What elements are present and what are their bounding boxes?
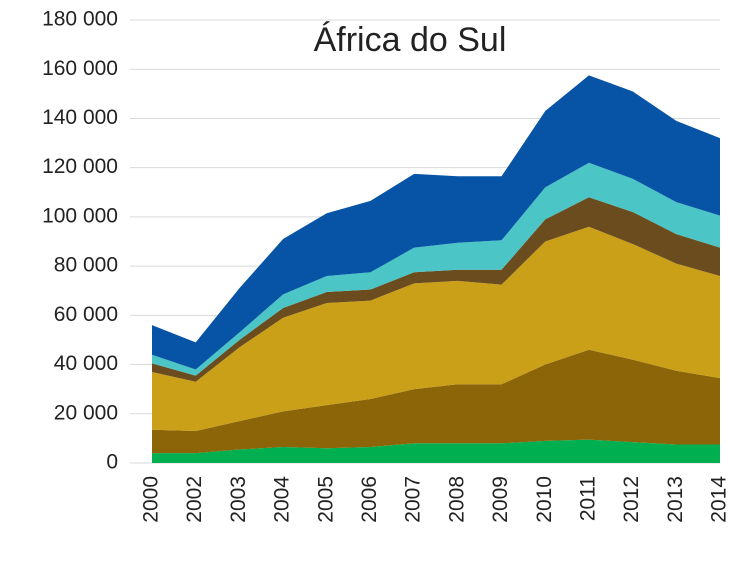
y-tick-label: 40 000 [54,352,118,375]
x-tick-label: 2007 [402,476,425,523]
y-tick-label: 80 000 [54,254,118,277]
y-tick-label: 100 000 [42,204,118,227]
x-tick-label: 2009 [489,476,512,523]
y-tick-label: 180 000 [42,8,118,31]
y-tick-label: 160 000 [42,57,118,80]
chart-title: África do Sul [314,21,507,59]
x-tick-label: 2000 [140,476,163,523]
y-tick-label: 140 000 [42,106,118,129]
y-tick-label: 20 000 [54,401,118,424]
x-tick-label: 2011 [576,476,599,521]
area [152,226,720,432]
area [152,75,720,370]
area [152,439,720,463]
x-tick-label: 2010 [533,476,556,523]
y-tick-label: 0 [106,451,118,474]
x-tick-label: 2005 [314,476,337,523]
area [152,162,720,376]
y-tick-label: 60 000 [54,303,118,326]
x-tick-label: 2006 [358,476,381,523]
x-tick-label: 2008 [445,476,468,523]
x-tick-label: 2004 [271,476,294,523]
x-tick-label: 2013 [664,476,687,523]
x-tick-label: 2003 [227,476,250,523]
y-tick-label: 120 000 [42,155,118,178]
x-tick-label: 2014 [708,476,731,523]
x-tick-label: 2012 [620,476,643,523]
x-tick-label: 2002 [183,476,206,523]
area [152,349,720,454]
